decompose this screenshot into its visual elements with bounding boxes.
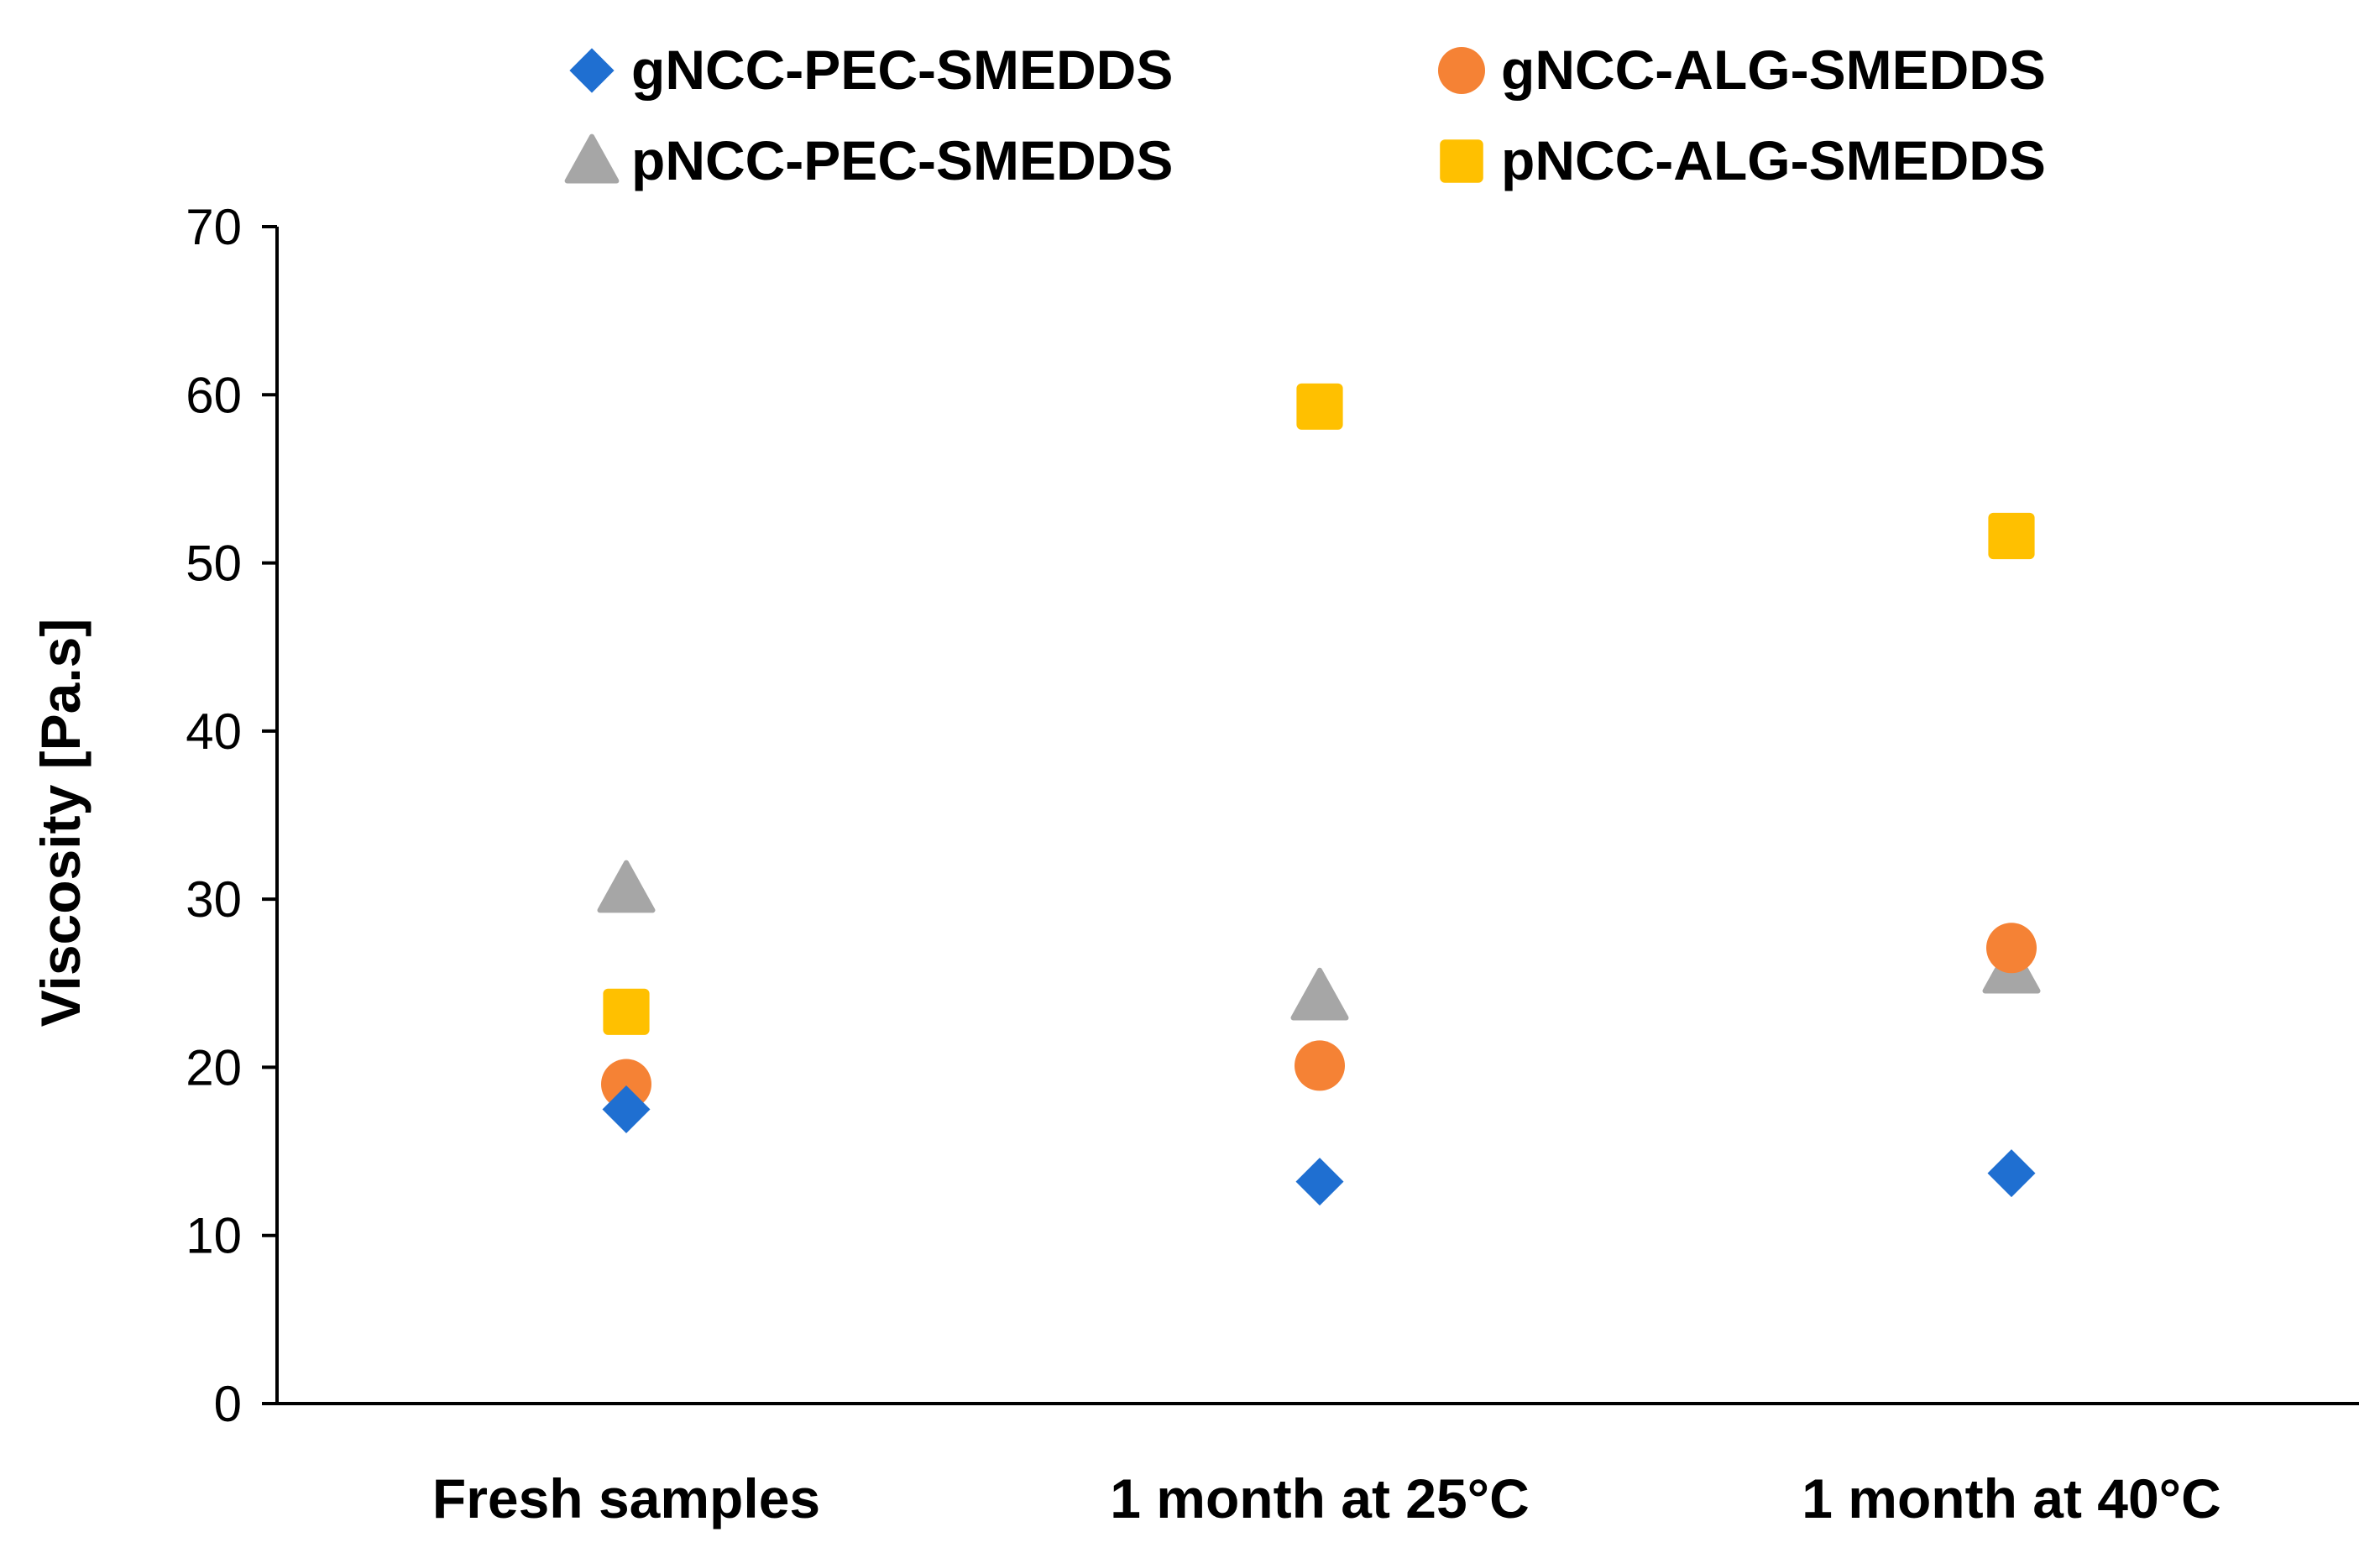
data-point-triangle <box>597 860 656 913</box>
legend-entry-3: pNCC-ALG-SMEDDS <box>1440 129 2046 191</box>
data-point-diamond <box>1987 1149 2036 1198</box>
legend-label: gNCC-PEC-SMEDDS <box>631 39 1173 101</box>
data-point-square <box>1988 512 2035 560</box>
y-ticks: 0 10 20 30 40 50 60 70 <box>186 199 277 1432</box>
data-point-circle <box>601 1059 651 1110</box>
axes <box>275 227 2359 1405</box>
y-tick-label: 60 <box>186 367 242 423</box>
y-tick-label: 10 <box>186 1208 242 1264</box>
legend-label: gNCC-ALG-SMEDDS <box>1501 39 2046 101</box>
y-tick-label: 70 <box>186 199 242 255</box>
data-point-square <box>1296 383 1343 430</box>
legend-marker <box>564 133 620 184</box>
x-category-label: 1 month at 25°C <box>1110 1467 1529 1529</box>
data-point-square <box>603 988 650 1035</box>
legend-marker-diamond <box>569 48 615 93</box>
data-point-circle <box>1295 1040 1345 1091</box>
legend-marker-circle <box>1438 47 1485 94</box>
legend-label: pNCC-PEC-SMEDDS <box>631 129 1173 191</box>
y-tick-label: 0 <box>214 1376 242 1432</box>
y-axis-title: Viscosity [Pa.s] <box>29 619 92 1027</box>
data-point-diamond <box>602 1085 651 1133</box>
legend: gNCC-PEC-SMEDDS gNCC-ALG-SMEDDS pNCC-PEC… <box>564 39 2046 191</box>
legend-entry-1: gNCC-ALG-SMEDDS <box>1438 39 2046 101</box>
y-tick-label: 20 <box>186 1039 242 1095</box>
x-category-label: Fresh samples <box>432 1467 820 1529</box>
legend-marker-square <box>1440 139 1483 183</box>
y-tick-label: 50 <box>186 536 242 592</box>
legend-entry-0: gNCC-PEC-SMEDDS <box>569 39 1173 101</box>
legend-label: pNCC-ALG-SMEDDS <box>1501 129 2046 191</box>
y-tick-label: 30 <box>186 871 242 928</box>
legend-marker <box>1440 139 1483 183</box>
legend-marker <box>1438 47 1485 94</box>
x-category-label: 1 month at 40°C <box>1802 1467 2220 1529</box>
x-labels: Fresh samples 1 month at 25°C 1 month at 4… <box>432 1467 2221 1529</box>
legend-marker <box>569 48 615 93</box>
data-point-circle <box>1986 923 2037 974</box>
legend-marker-triangle <box>564 133 620 184</box>
data-point-triangle <box>1290 967 1349 1021</box>
data-points <box>597 383 2041 1206</box>
legend-entry-2: pNCC-PEC-SMEDDS <box>564 129 1173 191</box>
data-point-diamond <box>1295 1158 1344 1206</box>
y-tick-label: 40 <box>186 703 242 760</box>
